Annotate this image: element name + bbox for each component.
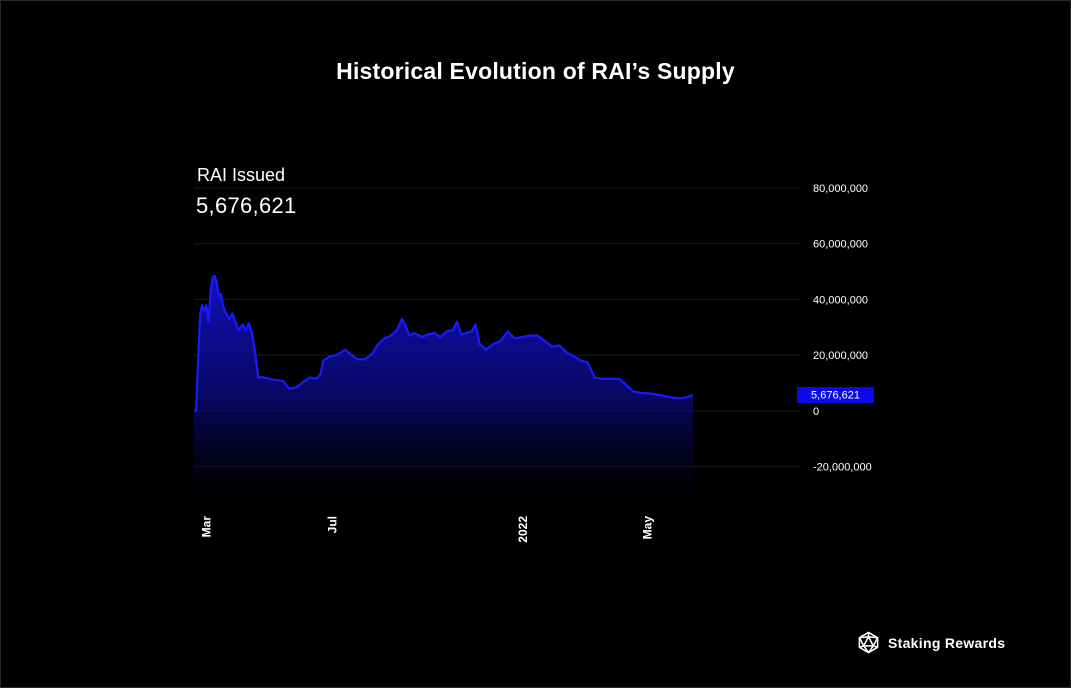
y-tick-label: 80,000,000 <box>813 183 868 195</box>
x-tick-label: 2022 <box>516 516 530 543</box>
y-tick-label: 0 <box>813 406 819 418</box>
y-tick-label: 60,000,000 <box>813 239 868 251</box>
brand-logo: Staking Rewards <box>857 631 1005 654</box>
chart-title: Historical Evolution of RAI’s Supply <box>336 58 735 84</box>
metric-label: RAI Issued <box>197 165 286 185</box>
y-tick-label: -20,000,000 <box>813 462 872 474</box>
x-tick-label: Jul <box>326 516 340 533</box>
current-value-badge-bg <box>797 387 874 404</box>
y-axis: 80,000,000 60,000,000 40,000,000 20,000,000… <box>813 183 872 474</box>
supply-area <box>194 275 693 500</box>
metric-value: 5,676,621 <box>196 193 297 218</box>
staking-rewards-logo-icon <box>858 631 879 654</box>
current-value-label: 5,676,621 <box>811 389 860 401</box>
x-tick-label: Mar <box>199 516 213 538</box>
brand-name: Staking Rewards <box>888 634 1006 651</box>
x-tick-label: May <box>640 516 654 540</box>
x-axis: Mar Jul 2022 May <box>199 516 654 543</box>
y-tick-label: 20,000,000 <box>813 350 868 362</box>
current-value-badge: 5,676,621 <box>797 387 874 404</box>
y-tick-label: 40,000,000 <box>813 294 868 306</box>
supply-line <box>193 274 694 412</box>
